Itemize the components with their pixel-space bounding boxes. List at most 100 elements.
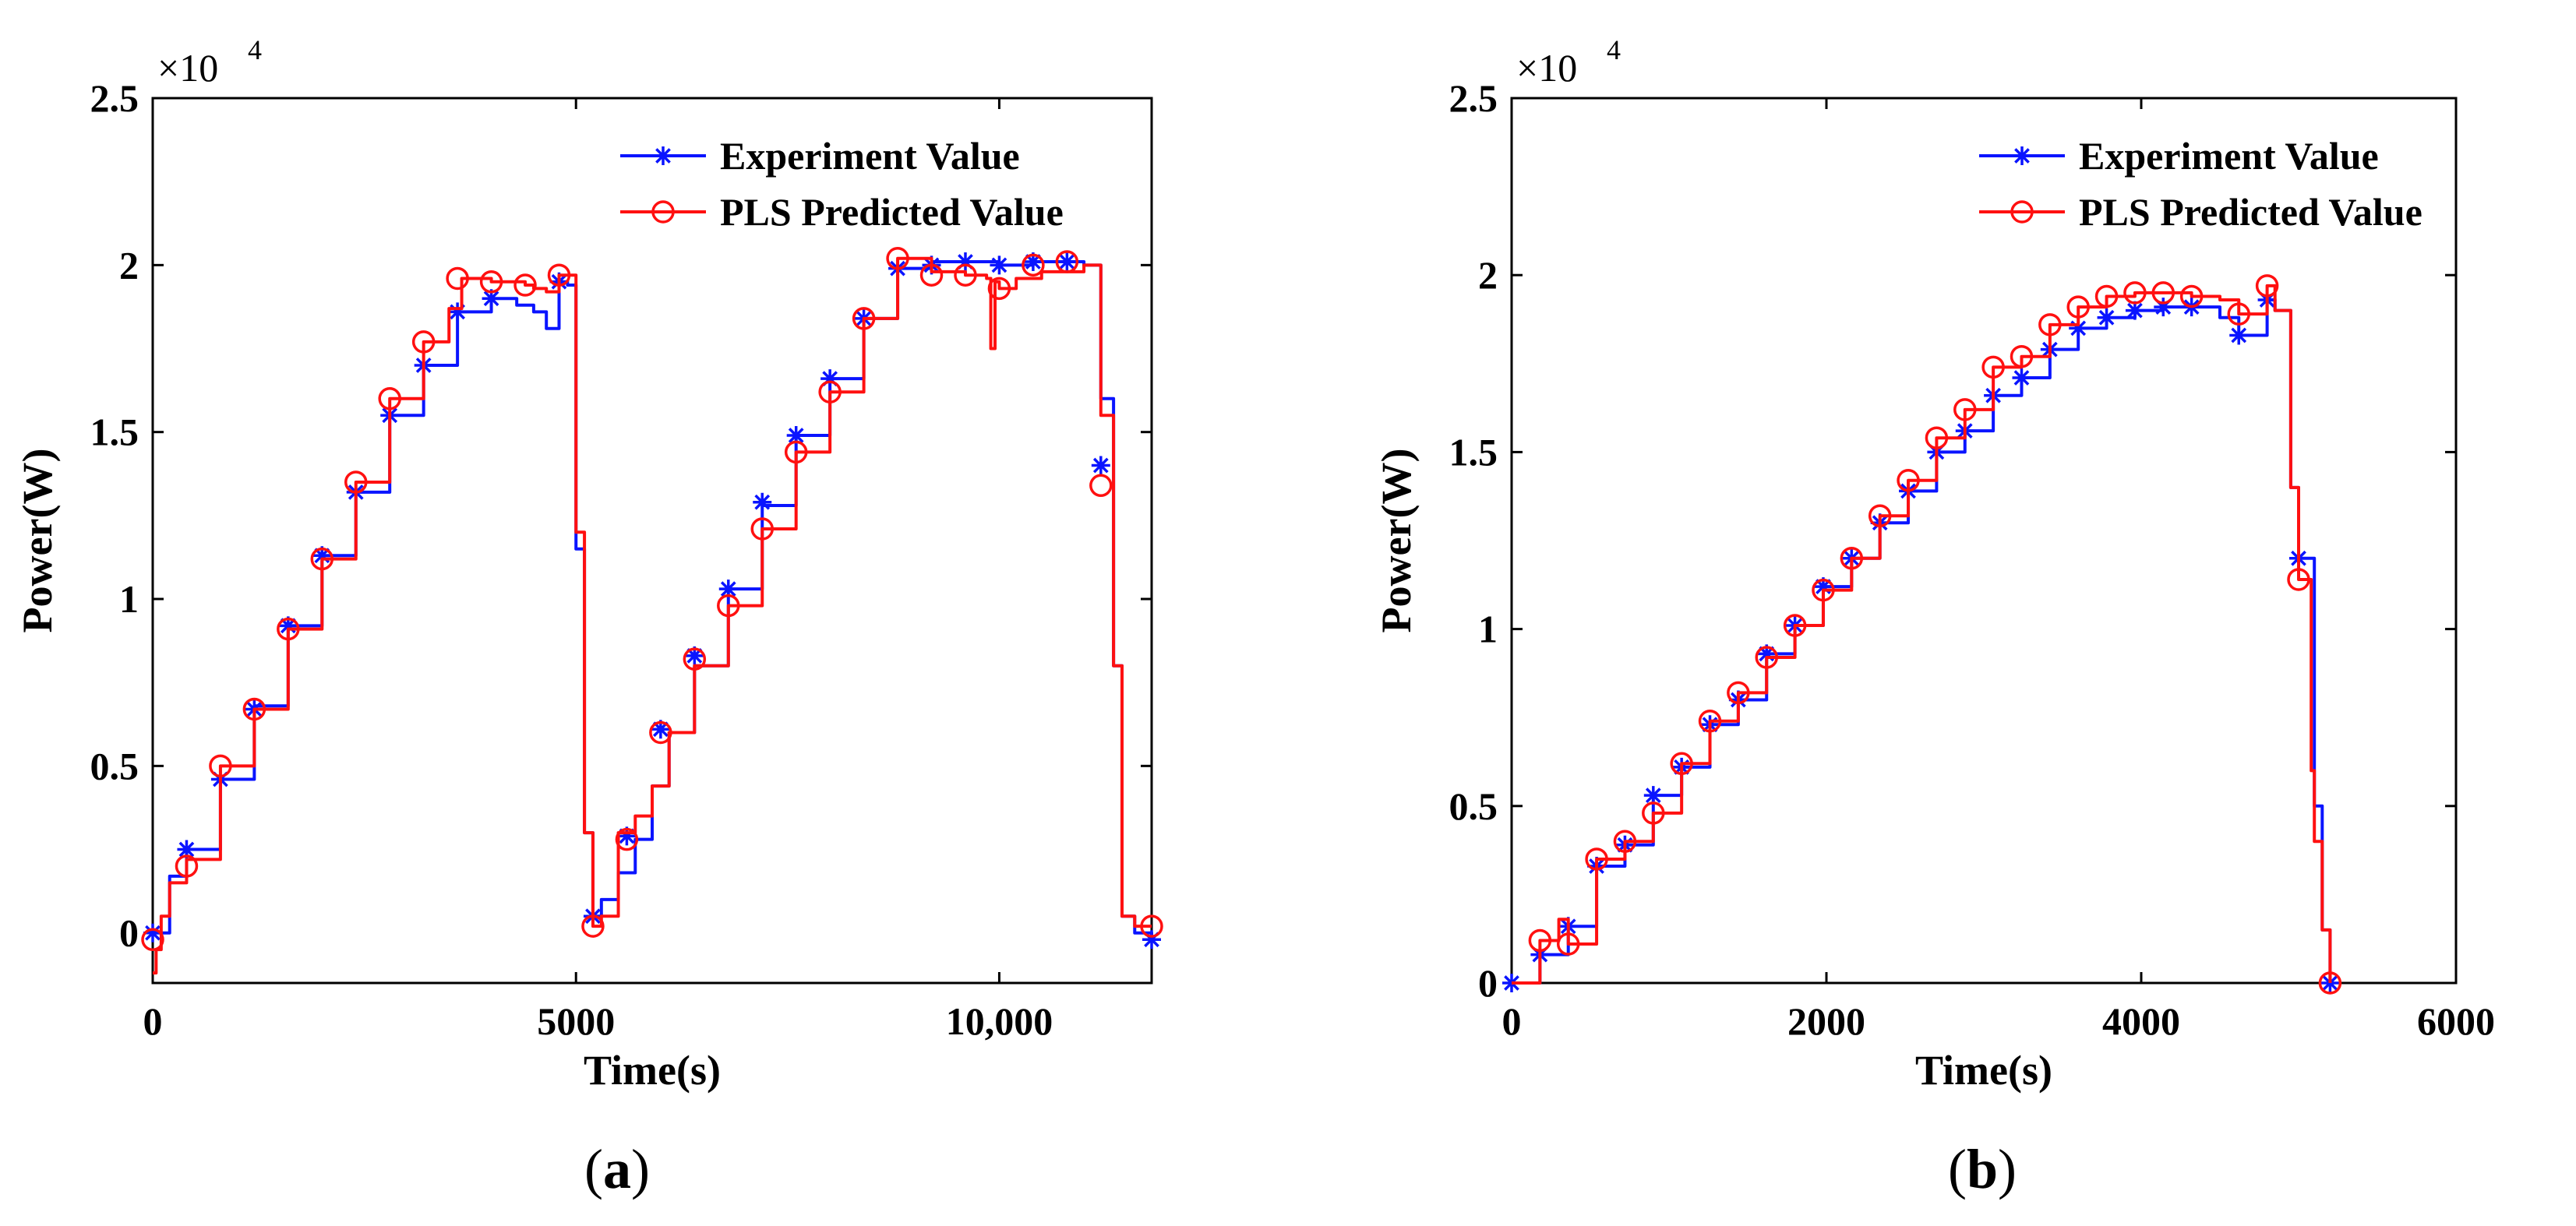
panel-a-data-point bbox=[378, 387, 401, 410]
panel-a-data-point bbox=[1142, 930, 1161, 949]
panel-a-data-point bbox=[1091, 456, 1110, 475]
panel-b-data-point bbox=[2066, 295, 2090, 319]
panel-b-data-point bbox=[1783, 614, 1807, 637]
panel-a-xtick-label: 10,000 bbox=[946, 999, 1053, 1043]
caption-b: (b) bbox=[1948, 1137, 2017, 1202]
panel-a-data-point bbox=[685, 646, 704, 665]
panel-b-xlabel: Time(s) bbox=[1915, 1047, 2052, 1094]
panel-b-data-point bbox=[2069, 319, 2088, 338]
panel-a-series-experiment bbox=[143, 252, 1161, 949]
panel-a-legend-marker bbox=[651, 200, 675, 224]
panel-b-data-point bbox=[2287, 568, 2310, 591]
panel-b-xtick-label: 4000 bbox=[2102, 999, 2180, 1043]
panel-b-ytick-label: 1 bbox=[1478, 608, 1498, 651]
panel-b-data-point bbox=[2012, 368, 2031, 387]
panel-b-data-point bbox=[1642, 801, 1665, 825]
panel-a-data-point bbox=[1140, 914, 1163, 938]
panel-b-data-point bbox=[1727, 681, 1750, 705]
caption-a-letter: a bbox=[602, 1138, 631, 1200]
panel-b-data-point bbox=[1981, 355, 2005, 379]
panel-b-data-point bbox=[2123, 281, 2147, 305]
panel-a-data-point bbox=[547, 263, 571, 287]
panel-a-xtick-label: 0 bbox=[143, 999, 163, 1043]
panel-b-data-point bbox=[1755, 646, 1778, 669]
panel-a-data-point bbox=[651, 720, 670, 739]
panel-b-data-point bbox=[2097, 308, 2116, 327]
panel-a-data-point bbox=[818, 380, 842, 403]
panel-a-data-point bbox=[784, 440, 808, 464]
caption-b-close: ) bbox=[1998, 1138, 2017, 1200]
panel-b-legend: Experiment Value PLS Predicted Value bbox=[1979, 134, 2422, 234]
panel-b-data-point bbox=[2151, 281, 2175, 305]
panel-a-data-point bbox=[954, 263, 977, 287]
panel-a-data-point bbox=[990, 255, 1009, 275]
panel-a-axes-box bbox=[151, 97, 1153, 985]
panel-a-legend-label: Experiment Value bbox=[720, 134, 1020, 178]
panel-b-ytick-label: 2.5 bbox=[1449, 76, 1498, 120]
panel-b-xtick-label: 6000 bbox=[2417, 999, 2495, 1043]
panel-b-data-point bbox=[1643, 786, 1663, 805]
panel-a-data-point bbox=[919, 263, 944, 287]
panel-a-legend-label: PLS Predicted Value bbox=[720, 190, 1064, 234]
panel-a-data-point bbox=[175, 854, 199, 878]
panel-b-data-point bbox=[1868, 504, 1892, 527]
panel-a-ytick-label: 1 bbox=[119, 577, 139, 621]
panel-b-legend-label: PLS Predicted Value bbox=[2079, 190, 2422, 234]
panel-a-data-point bbox=[852, 307, 876, 330]
caption-a-open: ( bbox=[584, 1138, 603, 1200]
panel-a-data-point bbox=[411, 330, 436, 354]
panel-b-ylabel: Power(W) bbox=[1373, 449, 1420, 633]
panel-a-series-predicted bbox=[141, 247, 1163, 975]
panel-b-legend-marker bbox=[2013, 146, 2031, 165]
caption-a: (a) bbox=[584, 1137, 650, 1202]
panel-b-series-experiment bbox=[1502, 291, 2340, 992]
panel-b-xtick-label: 0 bbox=[1502, 999, 1522, 1043]
panel-a-ytick-label: 2.5 bbox=[90, 76, 139, 120]
panel-b-data-point bbox=[2227, 302, 2250, 326]
panel-b-series-line bbox=[1512, 284, 2332, 985]
panel-b-data-point bbox=[1556, 932, 1580, 956]
panel-a-xtick-label: 5000 bbox=[537, 999, 615, 1043]
panel-a-data-point bbox=[482, 289, 501, 308]
panel-a-data-point bbox=[786, 425, 806, 445]
panel-a-data-point bbox=[683, 647, 707, 671]
panel-a-data-point bbox=[617, 826, 637, 846]
panel-a-data-point bbox=[750, 517, 774, 541]
panel-b-data-point bbox=[2318, 971, 2342, 995]
panel-a-legend-marker bbox=[654, 146, 672, 165]
panel-b-xtick-label: 2000 bbox=[1787, 999, 1865, 1043]
panel-a-legend: Experiment Value PLS Predicted Value bbox=[620, 134, 1064, 234]
panel-b-exponent-power: 4 bbox=[1607, 34, 1621, 65]
panel-a-data-point bbox=[277, 617, 300, 641]
panel-b-data-point bbox=[1613, 830, 1637, 853]
panel-a-data-point bbox=[310, 547, 334, 571]
panel-b-data-point bbox=[1813, 577, 1833, 597]
panel-a-data-point bbox=[649, 720, 672, 745]
panel-b-data-point bbox=[1812, 578, 1835, 602]
panel-a-data-point bbox=[312, 546, 332, 565]
panel-a-data-point bbox=[1057, 252, 1077, 272]
panel-b-data-point bbox=[1925, 426, 1949, 449]
caption-b-open: ( bbox=[1948, 1138, 1967, 1200]
panel-a-data-point bbox=[177, 840, 196, 859]
panel-a-data-point bbox=[717, 594, 740, 618]
panel-b-data-point bbox=[2125, 301, 2144, 320]
panel-b-data-point bbox=[1528, 928, 1552, 953]
panel-b-data-point bbox=[2229, 326, 2249, 345]
panel-a-ylabel: Power(W) bbox=[14, 449, 61, 633]
panel-a-data-point bbox=[143, 923, 162, 942]
panel-b-legend-marker bbox=[2010, 200, 2034, 224]
panel-b-ytick-label: 2 bbox=[1478, 253, 1498, 297]
panel-b-data-point bbox=[1670, 752, 1693, 776]
panel-b-ytick-label: 0 bbox=[1478, 961, 1498, 1005]
panel-a-data-point bbox=[278, 616, 298, 636]
panel-a-data-point bbox=[1089, 474, 1113, 498]
caption-a-close: ) bbox=[630, 1138, 650, 1200]
panel-a-data-point bbox=[987, 277, 1011, 301]
panel-b-data-point bbox=[1698, 709, 1722, 733]
panel-b-legend-label: Experiment Value bbox=[2079, 134, 2379, 178]
panel-a-data-point bbox=[344, 470, 368, 494]
panel-b-data-point bbox=[1840, 546, 1864, 570]
panel-b-data-point bbox=[2094, 284, 2119, 308]
